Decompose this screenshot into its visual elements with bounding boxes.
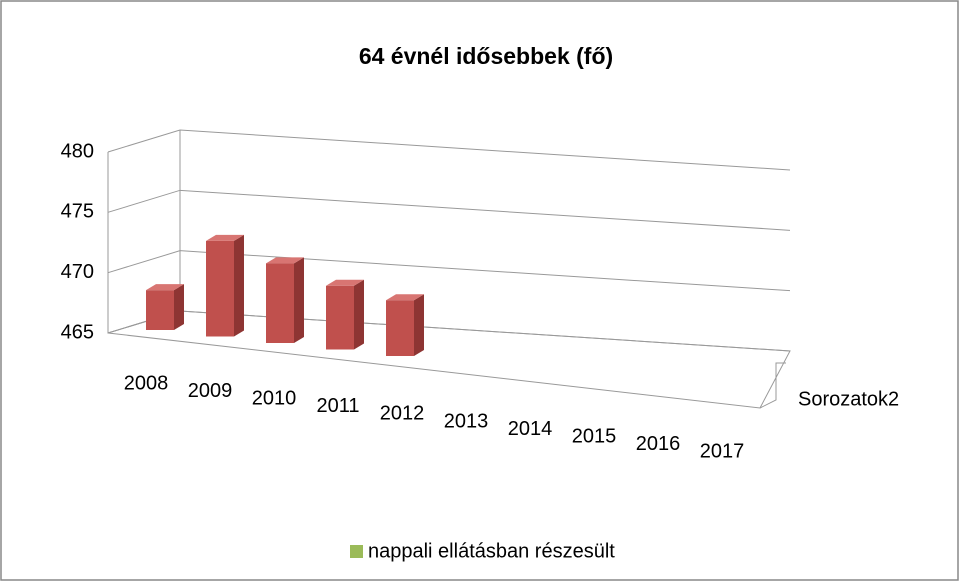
- y-tick-label: 465: [61, 321, 94, 343]
- bar-side: [354, 279, 364, 350]
- y-tick-label: 480: [61, 140, 94, 162]
- bar-top: [206, 234, 244, 241]
- chart-title: 64 évnél idősebbek (fő): [359, 43, 613, 69]
- x-tick-label: 2011: [316, 395, 359, 417]
- bar-top: [266, 257, 304, 264]
- bar-top: [326, 279, 364, 286]
- x-tick-label: 2012: [380, 403, 425, 425]
- grid-line: [107, 189, 791, 231]
- bar: [146, 290, 174, 330]
- bar: [266, 263, 294, 343]
- x-tick-label: 2008: [124, 372, 169, 394]
- y-tick-label: 475: [61, 201, 94, 223]
- bar-top: [146, 284, 184, 291]
- bar-side: [234, 234, 244, 337]
- x-tick-label: 2013: [444, 410, 489, 432]
- bar: [386, 300, 414, 356]
- y-tick-label: 470: [61, 261, 94, 283]
- x-tick-label: 2014: [508, 418, 553, 440]
- x-tick-label: 2015: [572, 425, 617, 447]
- bar-side: [414, 294, 424, 356]
- legend-swatch: [350, 545, 363, 558]
- grid-line: [107, 250, 791, 292]
- depth-axis: [759, 362, 786, 409]
- legend-label: nappali ellátásban részesült: [368, 540, 615, 562]
- depth-axis-label: Sorozatok2: [798, 388, 899, 410]
- x-tick-label: 2016: [636, 433, 681, 455]
- bar-top: [386, 294, 424, 301]
- bar: [326, 285, 354, 350]
- grid-line: [107, 129, 791, 171]
- bar: [206, 240, 234, 337]
- x-tick-label: 2017: [700, 441, 745, 463]
- x-tick-label: 2010: [252, 387, 297, 409]
- bar-side: [174, 284, 184, 330]
- x-tick-label: 2009: [188, 380, 233, 402]
- bar-side: [294, 257, 304, 343]
